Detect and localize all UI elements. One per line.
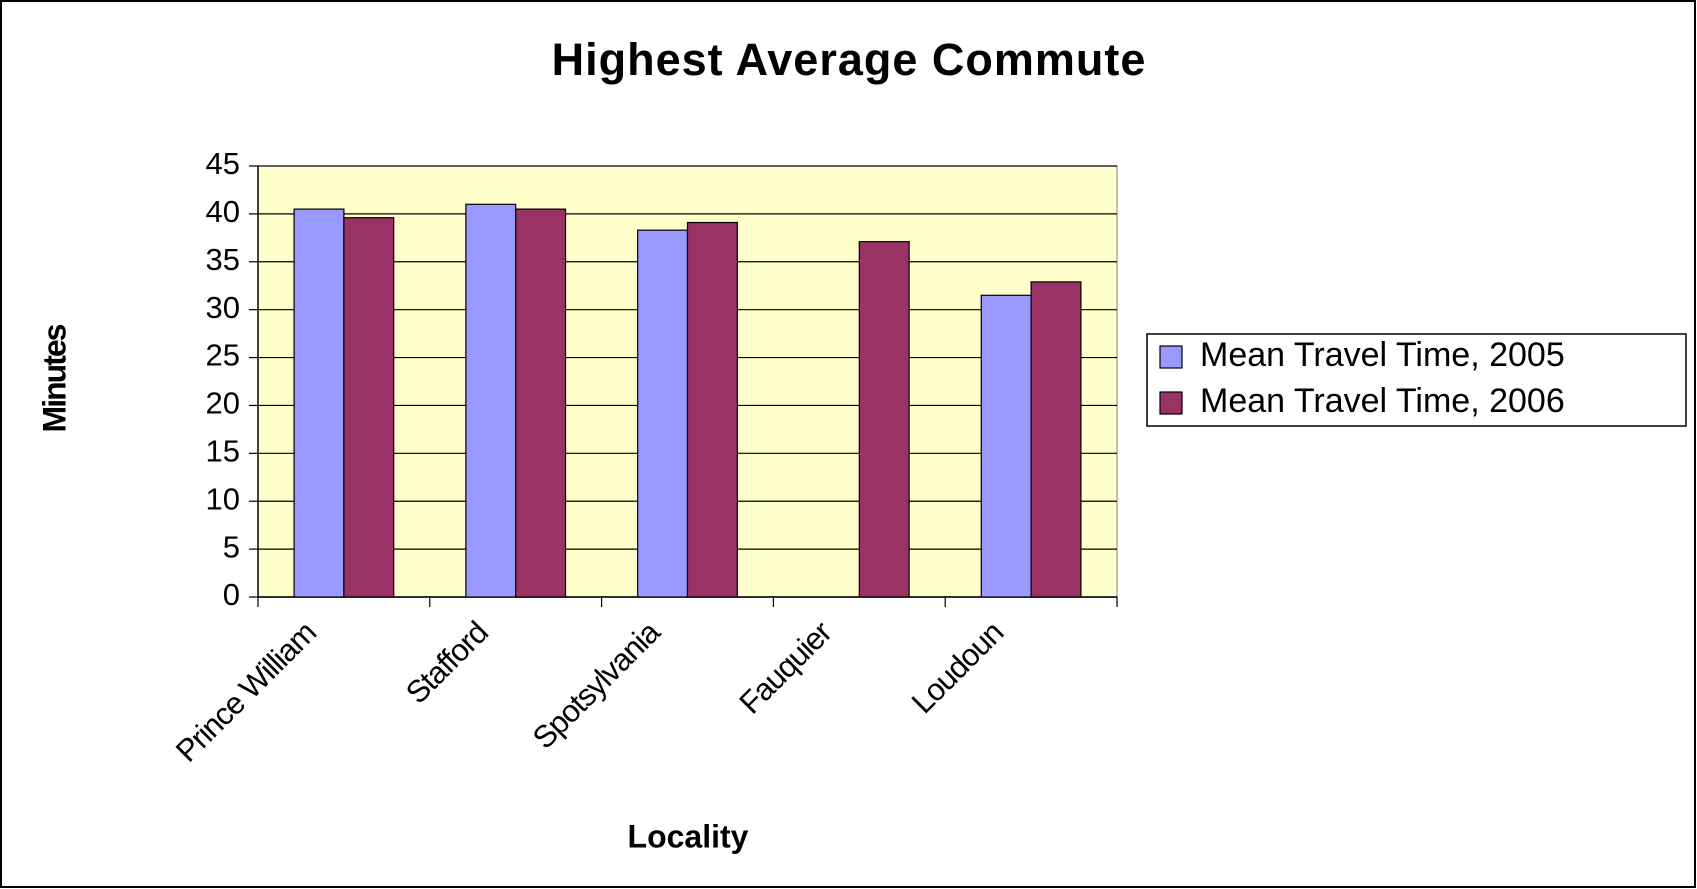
y-tick-label: 40: [206, 194, 240, 229]
y-tick-label: 30: [206, 290, 240, 325]
bar: [686, 221, 738, 598]
y-tick-label: 25: [206, 338, 240, 373]
y-tick-label: 45: [206, 146, 240, 181]
bar: [980, 294, 1032, 598]
legend-swatch: [1159, 391, 1183, 415]
y-tick-label: 10: [206, 481, 240, 516]
y-tick-label: 0: [223, 577, 240, 612]
bar: [1030, 281, 1082, 598]
legend-swatch: [1159, 345, 1183, 369]
y-axis-title: Minutes: [36, 324, 72, 432]
y-tick-label: 20: [206, 386, 240, 421]
y-tick-label: 15: [206, 434, 240, 469]
bar: [637, 229, 689, 598]
bar: [465, 203, 517, 598]
legend-label: Mean Travel Time, 2006: [1200, 382, 1565, 420]
y-tick-label: 5: [223, 529, 240, 564]
bar: [343, 217, 395, 598]
chart-title: Highest Average Commute: [552, 34, 1147, 85]
bar: [858, 241, 910, 598]
legend-box: [1146, 333, 1687, 427]
y-tick-label: 35: [206, 242, 240, 277]
bar: [515, 208, 567, 598]
legend-label: Mean Travel Time, 2005: [1200, 336, 1565, 374]
x-axis-title: Locality: [628, 818, 749, 854]
bar: [293, 208, 345, 598]
